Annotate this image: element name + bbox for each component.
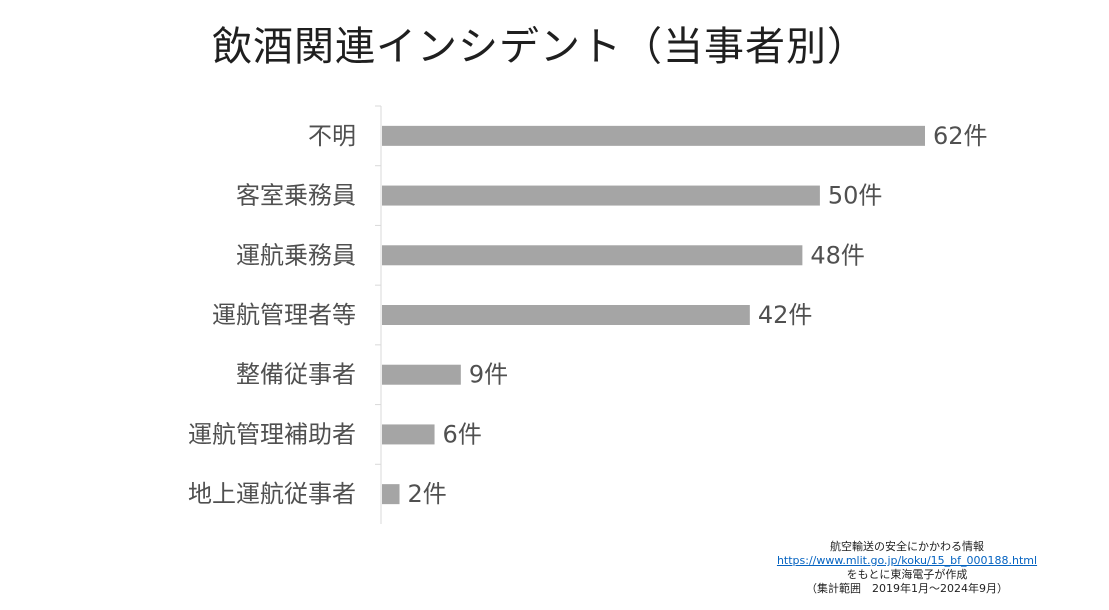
value-label: 2件 (408, 480, 447, 508)
bar (382, 245, 803, 266)
value-label: 50件 (828, 182, 883, 210)
bar (382, 305, 750, 325)
bar (382, 364, 461, 385)
category-label: 運航管理者等 (212, 301, 356, 329)
category-label: 地上運航従事者 (188, 480, 356, 508)
value-label: 48件 (810, 241, 865, 269)
value-label: 9件 (469, 361, 508, 389)
category-label: 整備従事者 (236, 361, 356, 389)
bar (382, 484, 400, 505)
source-link[interactable]: https://www.mlit.go.jp/koku/15_bf_000188… (776, 554, 1038, 567)
category-label: 運航乗務員 (236, 241, 356, 269)
bar (382, 125, 925, 146)
category-label: 客室乗務員 (236, 182, 356, 210)
value-label: 6件 (443, 420, 482, 448)
bar (382, 424, 435, 445)
value-label: 42件 (758, 301, 813, 329)
bar (382, 185, 820, 206)
source-credit: をもとに東海電子が作成 (846, 568, 968, 581)
source-note: 航空輸送の安全にかかわる情報 https://www.mlit.go.jp/ko… (757, 540, 1057, 596)
source-title: 航空輸送の安全にかかわる情報 (830, 540, 984, 553)
category-label: 運航管理補助者 (188, 420, 356, 448)
chart-title: 飲酒関連インシデント（当事者別） (212, 24, 868, 70)
category-label: 不明 (308, 122, 356, 150)
source-range: （集計範囲 2019年1月～2024年9月） (806, 582, 1008, 595)
value-label: 62件 (933, 122, 988, 150)
